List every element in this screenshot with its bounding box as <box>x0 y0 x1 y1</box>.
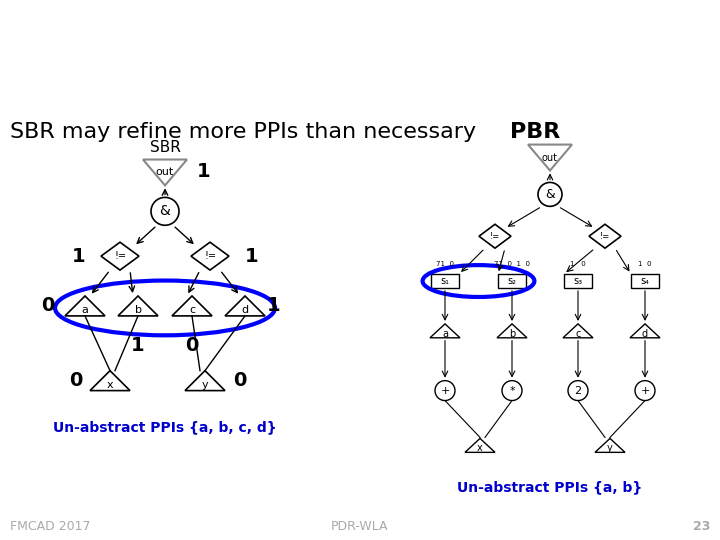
Circle shape <box>151 198 179 225</box>
Text: 1: 1 <box>267 296 281 315</box>
Text: Un-abstract PPIs {a, b, c, d}: Un-abstract PPIs {a, b, c, d} <box>53 421 276 435</box>
FancyBboxPatch shape <box>431 274 459 288</box>
Text: Un-abstract PPIs {a, b}: Un-abstract PPIs {a, b} <box>457 480 643 494</box>
Text: c: c <box>189 305 195 315</box>
Polygon shape <box>563 324 593 338</box>
Text: d: d <box>642 329 648 339</box>
Text: b: b <box>135 305 142 315</box>
Text: !=: != <box>600 232 610 241</box>
Text: !=: != <box>490 232 500 241</box>
Text: 0: 0 <box>68 371 82 390</box>
Text: SBR: SBR <box>150 140 181 154</box>
FancyBboxPatch shape <box>498 274 526 288</box>
Polygon shape <box>225 296 265 316</box>
Text: y: y <box>202 380 208 390</box>
Text: x: x <box>477 443 483 454</box>
Text: 1  0: 1 0 <box>638 261 652 267</box>
Text: 0: 0 <box>42 296 55 315</box>
Text: +: + <box>441 386 450 396</box>
Text: 1: 1 <box>245 247 258 266</box>
Polygon shape <box>589 224 621 248</box>
Polygon shape <box>185 370 225 390</box>
Circle shape <box>568 381 588 401</box>
Polygon shape <box>90 370 130 390</box>
Polygon shape <box>101 242 139 270</box>
Text: s₁: s₁ <box>441 276 449 286</box>
Text: &: & <box>160 204 171 218</box>
Text: a: a <box>81 305 89 315</box>
Text: x: x <box>107 380 113 390</box>
Text: b: b <box>509 329 515 339</box>
Text: 23: 23 <box>693 520 710 533</box>
Text: 1: 1 <box>131 336 145 355</box>
Text: 71  0  1  0: 71 0 1 0 <box>494 261 530 267</box>
Polygon shape <box>65 296 105 316</box>
Circle shape <box>635 381 655 401</box>
Circle shape <box>502 381 522 401</box>
Polygon shape <box>430 324 460 338</box>
Text: 1: 1 <box>197 162 211 181</box>
Polygon shape <box>595 438 625 453</box>
Text: Comparison of SBR and PBR (1/2): Comparison of SBR and PBR (1/2) <box>14 27 720 65</box>
Text: FMCAD 2017: FMCAD 2017 <box>10 520 91 533</box>
Text: 0: 0 <box>185 336 199 355</box>
Polygon shape <box>118 296 158 316</box>
Text: out: out <box>156 167 174 178</box>
Polygon shape <box>143 159 187 185</box>
Text: 1   0: 1 0 <box>570 261 586 267</box>
Text: c: c <box>575 329 581 339</box>
Text: !=: != <box>204 251 216 261</box>
Text: PBR: PBR <box>510 122 560 141</box>
Polygon shape <box>191 242 229 270</box>
Text: d: d <box>241 305 248 315</box>
Polygon shape <box>479 224 511 248</box>
Text: PDR-WLA: PDR-WLA <box>331 520 389 533</box>
Text: !=: != <box>114 251 126 261</box>
Text: *: * <box>509 386 515 396</box>
Polygon shape <box>528 145 572 171</box>
Text: &: & <box>545 188 555 201</box>
Text: +: + <box>640 386 649 396</box>
Text: out: out <box>542 152 558 163</box>
Polygon shape <box>465 438 495 453</box>
Text: 71  0: 71 0 <box>436 261 454 267</box>
Text: SBR may refine more PPIs than necessary: SBR may refine more PPIs than necessary <box>10 122 476 141</box>
Text: y: y <box>607 443 613 454</box>
Text: s₄: s₄ <box>641 276 649 286</box>
FancyBboxPatch shape <box>564 274 592 288</box>
Polygon shape <box>630 324 660 338</box>
Polygon shape <box>172 296 212 316</box>
Circle shape <box>435 381 455 401</box>
Text: s₂: s₂ <box>508 276 516 286</box>
Text: a: a <box>442 329 448 339</box>
Polygon shape <box>497 324 527 338</box>
Text: 1: 1 <box>71 247 85 266</box>
Text: s₃: s₃ <box>573 276 582 286</box>
Text: 0: 0 <box>233 371 246 390</box>
Text: 2: 2 <box>575 386 582 396</box>
FancyBboxPatch shape <box>631 274 659 288</box>
Circle shape <box>538 183 562 206</box>
